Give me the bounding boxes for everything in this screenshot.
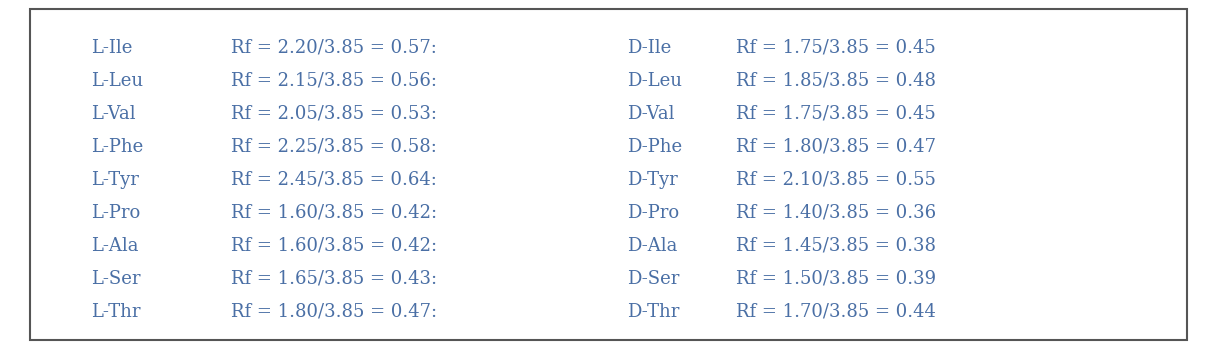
Text: Rf = 1.80/3.85 = 0.47:: Rf = 1.80/3.85 = 0.47: xyxy=(231,303,437,321)
Text: Rf = 1.85/3.85 = 0.48: Rf = 1.85/3.85 = 0.48 xyxy=(736,72,936,90)
Text: L-Ser: L-Ser xyxy=(91,270,141,288)
Text: Rf = 2.10/3.85 = 0.55: Rf = 2.10/3.85 = 0.55 xyxy=(736,171,936,189)
Text: Rf = 1.60/3.85 = 0.42:: Rf = 1.60/3.85 = 0.42: xyxy=(231,237,437,255)
Text: L-Ala: L-Ala xyxy=(91,237,139,255)
Text: L-Phe: L-Phe xyxy=(91,138,144,156)
Text: Rf = 2.25/3.85 = 0.58:: Rf = 2.25/3.85 = 0.58: xyxy=(231,138,437,156)
Text: Rf = 1.75/3.85 = 0.45: Rf = 1.75/3.85 = 0.45 xyxy=(736,39,936,57)
Text: Rf = 2.15/3.85 = 0.56:: Rf = 2.15/3.85 = 0.56: xyxy=(231,72,437,90)
Text: D-Tyr: D-Tyr xyxy=(627,171,678,189)
Text: Rf = 2.05/3.85 = 0.53:: Rf = 2.05/3.85 = 0.53: xyxy=(231,105,437,123)
Text: Rf = 1.80/3.85 = 0.47: Rf = 1.80/3.85 = 0.47 xyxy=(736,138,936,156)
Text: D-Ile: D-Ile xyxy=(627,39,671,57)
Text: L-Leu: L-Leu xyxy=(91,72,144,90)
Text: Rf = 2.20/3.85 = 0.57:: Rf = 2.20/3.85 = 0.57: xyxy=(231,39,437,57)
Text: Rf = 1.75/3.85 = 0.45: Rf = 1.75/3.85 = 0.45 xyxy=(736,105,936,123)
Text: D-Ser: D-Ser xyxy=(627,270,679,288)
Text: D-Thr: D-Thr xyxy=(627,303,679,321)
Text: L-Tyr: L-Tyr xyxy=(91,171,139,189)
Text: L-Ile: L-Ile xyxy=(91,39,133,57)
Text: D-Phe: D-Phe xyxy=(627,138,682,156)
Text: L-Val: L-Val xyxy=(91,105,136,123)
Text: Rf = 2.45/3.85 = 0.64:: Rf = 2.45/3.85 = 0.64: xyxy=(231,171,437,189)
Text: D-Leu: D-Leu xyxy=(627,72,682,90)
Text: L-Pro: L-Pro xyxy=(91,204,140,222)
Text: D-Val: D-Val xyxy=(627,105,674,123)
Text: Rf = 1.45/3.85 = 0.38: Rf = 1.45/3.85 = 0.38 xyxy=(736,237,936,255)
Text: Rf = 1.60/3.85 = 0.42:: Rf = 1.60/3.85 = 0.42: xyxy=(231,204,437,222)
Text: D-Pro: D-Pro xyxy=(627,204,679,222)
Text: L-Thr: L-Thr xyxy=(91,303,141,321)
Text: Rf = 1.50/3.85 = 0.39: Rf = 1.50/3.85 = 0.39 xyxy=(736,270,936,288)
Text: Rf = 1.70/3.85 = 0.44: Rf = 1.70/3.85 = 0.44 xyxy=(736,303,936,321)
Text: Rf = 1.40/3.85 = 0.36: Rf = 1.40/3.85 = 0.36 xyxy=(736,204,936,222)
Text: D-Ala: D-Ala xyxy=(627,237,677,255)
Text: Rf = 1.65/3.85 = 0.43:: Rf = 1.65/3.85 = 0.43: xyxy=(231,270,437,288)
